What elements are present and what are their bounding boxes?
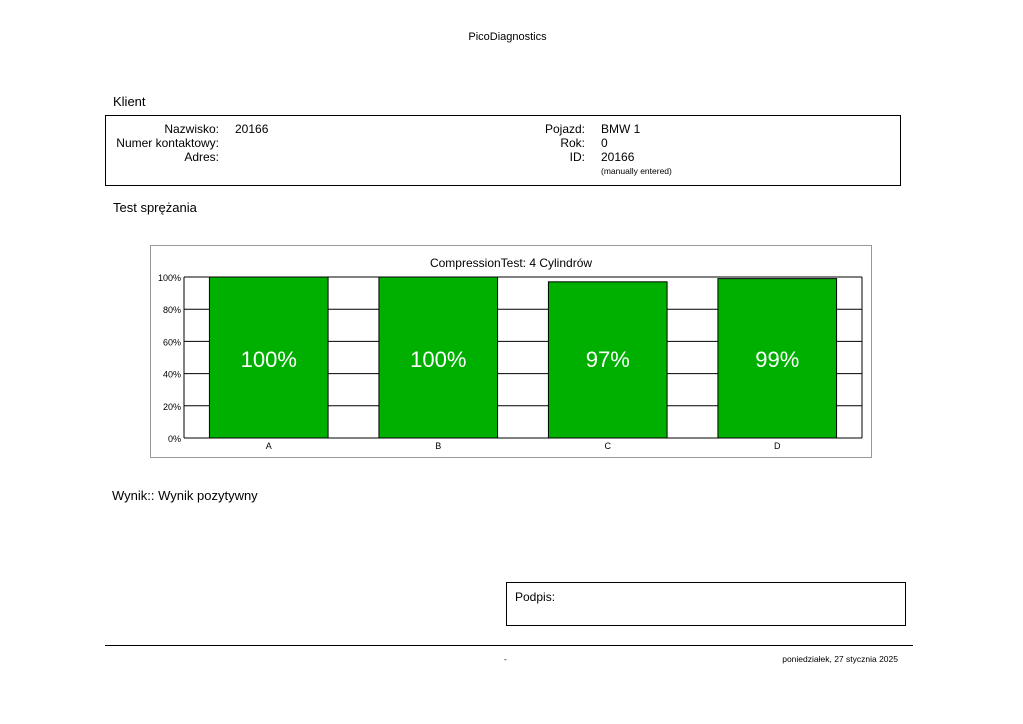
y-tick-label: 20% <box>163 402 181 412</box>
name-label: Nazwisko: <box>164 122 219 136</box>
bar-value-label: 99% <box>755 347 799 372</box>
bar <box>208 276 329 439</box>
bar-value-label: 100% <box>410 347 466 372</box>
bar <box>717 278 838 439</box>
id-value: 20166 <box>601 150 635 164</box>
signature-box: Podpis: <box>506 582 906 626</box>
y-tick-label: 60% <box>163 337 181 347</box>
y-tick-label: 100% <box>158 273 181 283</box>
app-name: PicoDiagnostics <box>468 31 547 43</box>
client-info-box: Nazwisko: 20166 Numer kontaktowy: Adres:… <box>105 115 901 186</box>
test-section-title: Test sprężania <box>113 200 197 215</box>
chart-plot: 0% 20% 40% 60% 80% 100% 100% A 100% B 97% C 99% D <box>158 273 863 451</box>
year-label: Rok: <box>560 136 585 150</box>
x-tick-label: D <box>774 441 781 451</box>
bar-value-label: 97% <box>586 347 630 372</box>
chart-title: CompressionTest: 4 Cylindrów <box>429 256 593 270</box>
bar-value-label: 100% <box>241 347 297 372</box>
vehicle-label: Pojazd: <box>544 122 585 136</box>
x-tick-label: C <box>605 441 612 451</box>
id-label: ID: <box>569 150 585 164</box>
footer-center-text: - <box>504 654 507 664</box>
bar <box>547 281 668 439</box>
id-note: (manually entered) <box>601 166 672 176</box>
test-result: Wynik:: Wynik pozytywny <box>112 488 258 503</box>
y-tick-label: 0% <box>168 434 181 444</box>
y-tick-label: 80% <box>163 305 181 315</box>
compression-chart: CompressionTest: 4 Cylindrów 0% 20% 40% 60%… <box>150 245 872 458</box>
x-tick-label: B <box>435 441 441 451</box>
footer-date: poniedziałek, 27 stycznia 2025 <box>782 654 898 664</box>
vehicle-value: BMW 1 <box>601 122 641 136</box>
client-section-title: Klient <box>113 94 146 109</box>
signature-label: Podpis: <box>515 590 556 604</box>
bar <box>378 276 499 439</box>
y-tick-label: 40% <box>163 370 181 380</box>
contact-label: Numer kontaktowy: <box>116 136 219 150</box>
footer-divider <box>105 645 913 646</box>
name-value: 20166 <box>235 122 269 136</box>
address-label: Adres: <box>184 150 219 164</box>
year-value: 0 <box>601 136 608 150</box>
x-tick-label: A <box>266 441 272 451</box>
